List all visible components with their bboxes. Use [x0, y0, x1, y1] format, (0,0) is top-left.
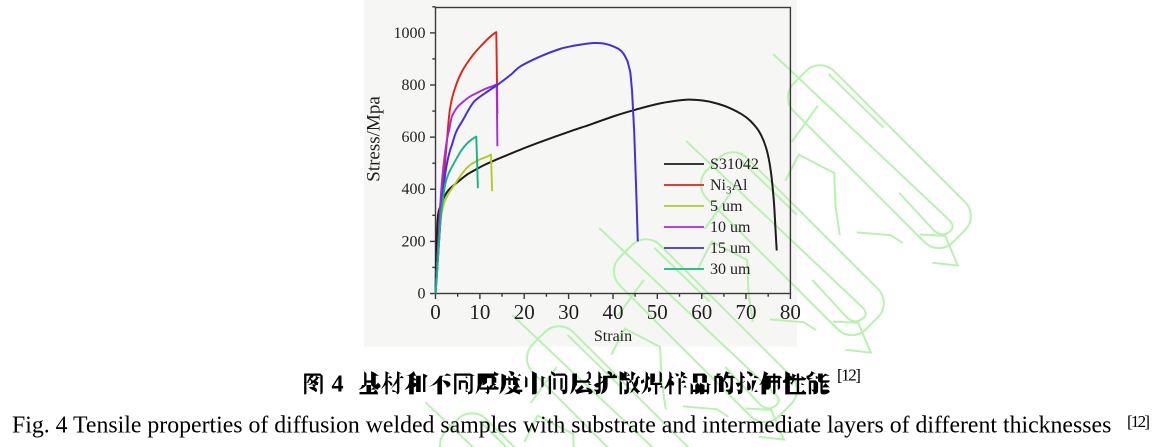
svg-text:200: 200: [402, 233, 426, 250]
svg-text:30: 30: [558, 300, 579, 324]
svg-text:800: 800: [402, 77, 426, 94]
svg-text:[12]: [12]: [837, 366, 861, 385]
svg-text:5 um: 5 um: [710, 198, 743, 215]
svg-text:70: 70: [736, 300, 757, 324]
svg-text:80: 80: [780, 300, 801, 324]
svg-text:40: 40: [603, 300, 624, 324]
svg-text:0: 0: [430, 300, 441, 324]
svg-text:60: 60: [691, 300, 712, 324]
svg-text:15 um: 15 um: [710, 240, 751, 257]
svg-text:20: 20: [514, 300, 535, 324]
svg-text:0: 0: [418, 286, 426, 303]
svg-text:Ni3Al: Ni3Al: [710, 177, 748, 197]
svg-text:10 um: 10 um: [710, 219, 751, 236]
svg-text:S31042: S31042: [710, 156, 759, 173]
svg-text:400: 400: [402, 181, 426, 198]
svg-text:Stress/Mpa: Stress/Mpa: [364, 96, 385, 182]
svg-text:30 um: 30 um: [710, 261, 751, 278]
svg-text:10: 10: [469, 300, 490, 324]
svg-text:Strain: Strain: [594, 328, 632, 345]
svg-text:600: 600: [402, 129, 426, 146]
svg-text:Fig. 4 Tensile properties of d: Fig. 4 Tensile properties of diffusion w…: [12, 413, 1111, 439]
svg-text:4: 4: [332, 372, 344, 398]
svg-text:1000: 1000: [394, 25, 426, 42]
svg-text:[12]: [12]: [1127, 412, 1150, 431]
svg-text:50: 50: [647, 300, 668, 324]
